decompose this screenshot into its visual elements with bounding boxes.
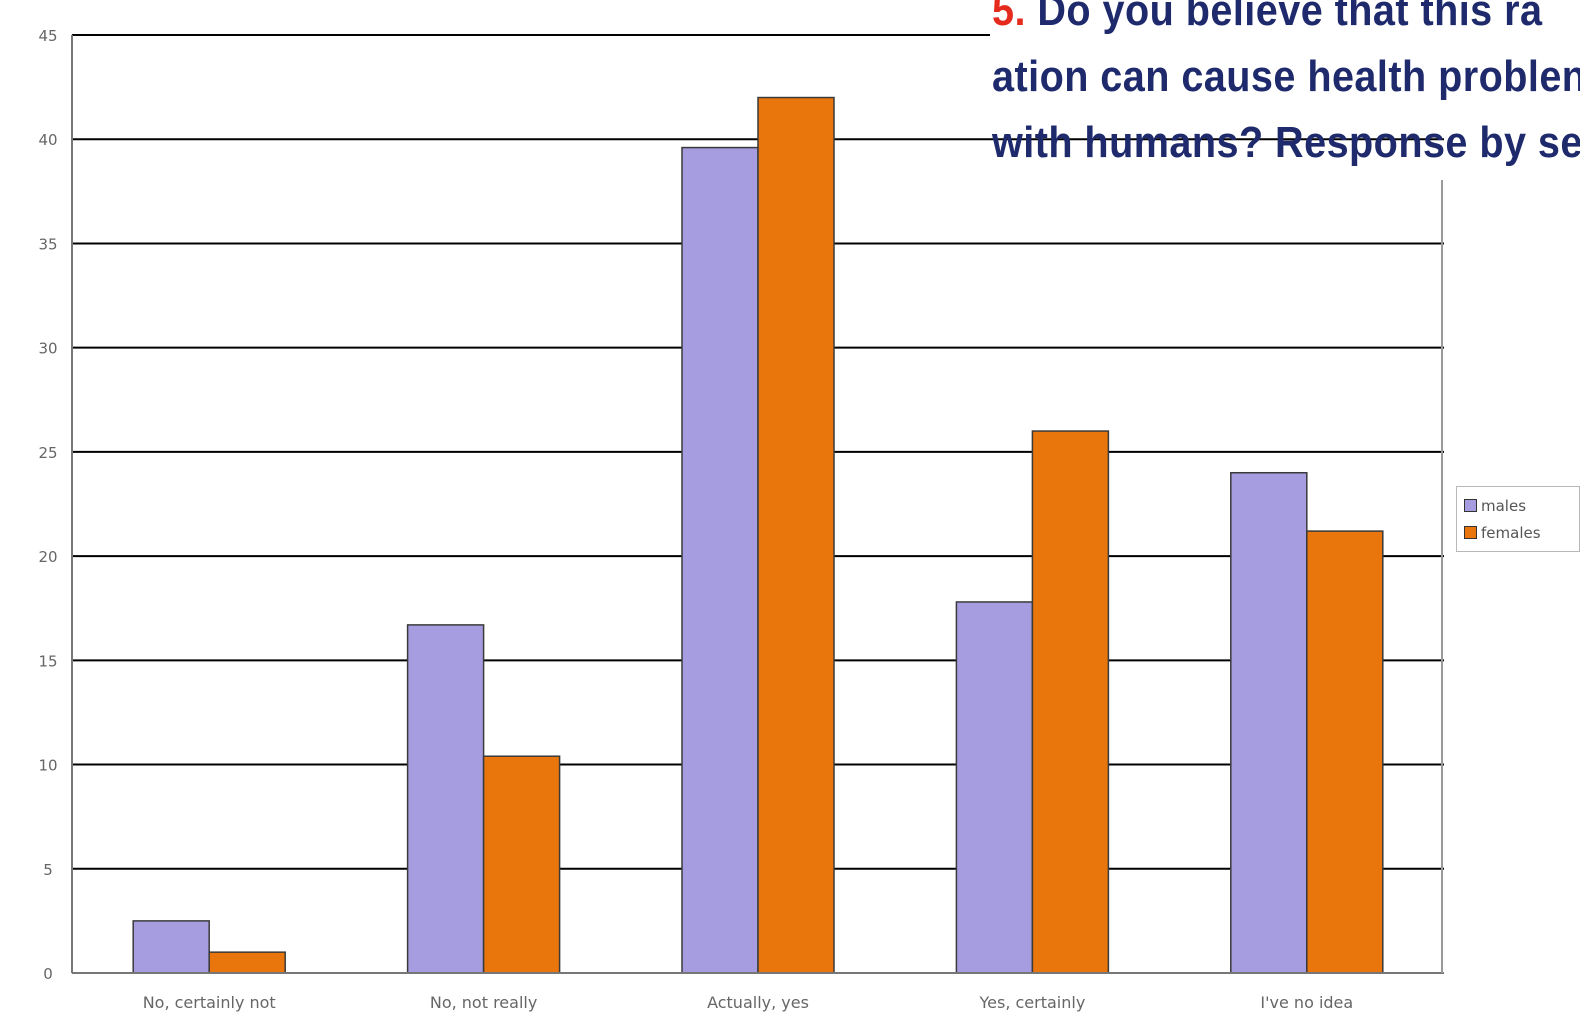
y-tick-label: 40 (38, 131, 57, 149)
y-tick-label: 15 (38, 652, 57, 670)
y-tick-label: 30 (38, 340, 57, 358)
y-tick-label: 5 (43, 861, 53, 879)
x-tick-label: I've no idea (1260, 993, 1353, 1012)
y-tick-label: 45 (38, 27, 57, 45)
bar-males (955, 601, 1034, 974)
bar-females (1306, 530, 1384, 974)
bar-males (406, 624, 485, 974)
legend-swatch-females (1464, 526, 1477, 539)
bar-males (681, 146, 759, 974)
bar-females (1031, 430, 1110, 974)
x-tick-label: Actually, yes (707, 993, 809, 1012)
y-tick-label: 35 (38, 235, 57, 253)
x-tick-label: No, not really (430, 993, 537, 1012)
bar-males (132, 920, 210, 974)
x-tick-label: No, certainly not (143, 993, 276, 1012)
y-tick-label: 0 (43, 965, 53, 983)
legend-item-females: females (1464, 519, 1579, 546)
bar-females (757, 96, 835, 974)
bar-females (208, 951, 286, 974)
legend-item-males: males (1464, 492, 1579, 519)
bar-males (1230, 471, 1308, 974)
legend-swatch-males (1464, 499, 1477, 512)
x-tick-label: Yes, certainly (979, 993, 1086, 1012)
bar-females (482, 755, 561, 974)
chart-legend: males females (1456, 486, 1580, 552)
legend-label-males: males (1481, 496, 1527, 515)
legend-label-females: females (1481, 523, 1541, 542)
y-tick-label: 25 (38, 444, 57, 462)
y-tick-label: 20 (38, 548, 57, 566)
y-tick-label: 10 (38, 757, 57, 775)
